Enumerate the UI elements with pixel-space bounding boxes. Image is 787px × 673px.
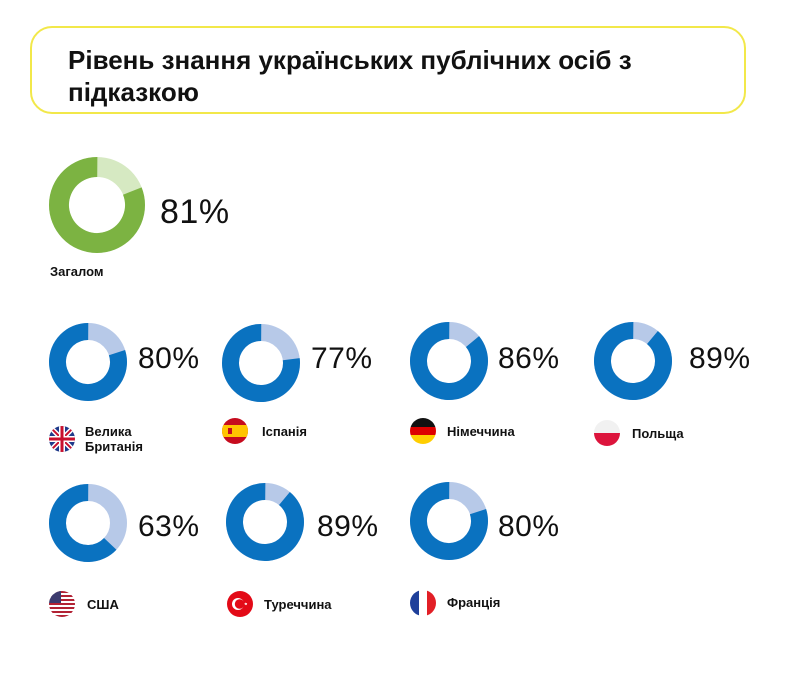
pct-germany: 86%: [498, 342, 560, 375]
label-spain: Іспанія: [262, 424, 307, 439]
chart-title: Рівень знання українських публічних осіб…: [68, 45, 632, 107]
label-poland: Польща: [632, 426, 684, 441]
donut-germany: [410, 322, 488, 400]
donut-usa: [49, 484, 127, 562]
label-usa: США: [87, 597, 119, 612]
pct-poland: 89%: [689, 342, 751, 375]
donut-france: [410, 482, 488, 560]
turkey-flag-icon: [227, 591, 253, 617]
germany-flag-icon: [410, 418, 436, 444]
donut-turkey: [226, 483, 304, 561]
uk-flag-icon: [49, 426, 75, 452]
label-turkey: Туреччина: [264, 597, 332, 612]
pct-turkey: 89%: [317, 510, 379, 543]
donut-poland-value: [594, 322, 672, 400]
spain-flag-icon: [222, 418, 248, 444]
donut-overall-value: [49, 157, 145, 253]
label-uk: Велика Британія: [85, 424, 143, 454]
pct-overall: 81%: [160, 193, 230, 231]
donut-spain: [222, 324, 300, 402]
label-germany: Німеччина: [447, 424, 515, 439]
donut-overall: [49, 157, 145, 253]
pct-uk: 80%: [138, 342, 200, 375]
pct-spain: 77%: [311, 342, 373, 375]
donut-uk-value: [49, 323, 127, 401]
poland-flag-icon: [594, 420, 620, 446]
title-box: Рівень знання українських публічних осіб…: [30, 26, 746, 114]
donut-poland: [594, 322, 672, 400]
donut-germany-value: [410, 322, 488, 400]
usa-flag-icon: [49, 591, 75, 617]
donut-turkey-value: [226, 483, 304, 561]
donut-uk: [49, 323, 127, 401]
pct-usa: 63%: [138, 510, 200, 543]
label-france: Франція: [447, 595, 501, 610]
label-overall: Загалом: [50, 264, 104, 279]
donut-france-value: [410, 482, 488, 560]
pct-france: 80%: [498, 510, 560, 543]
donut-spain-value: [222, 324, 300, 402]
france-flag-icon: [410, 590, 436, 616]
